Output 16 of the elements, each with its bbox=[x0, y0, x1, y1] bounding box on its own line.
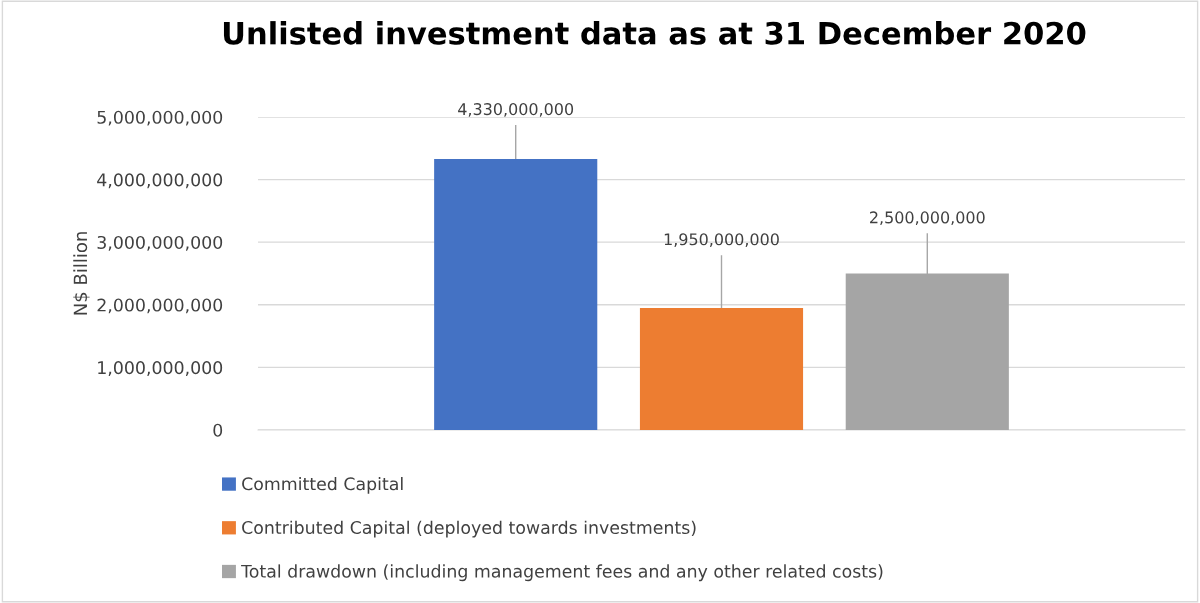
y-tick-label: 3,000,000,000 bbox=[97, 235, 223, 251]
chart-title: Unlisted investment data as at 31 December 2020 bbox=[223, 21, 1086, 45]
legend-label: Contributed Capital (deployed towards investments) bbox=[242, 520, 696, 538]
bar bbox=[434, 158, 598, 430]
y-tick-label: 2,000,000,000 bbox=[97, 298, 223, 314]
y-tick-label: 0 bbox=[213, 423, 223, 437]
data-label: 1,950,000,000 bbox=[664, 233, 779, 247]
data-label: 4,330,000,000 bbox=[458, 103, 574, 117]
y-axis-title: N$ Billion bbox=[73, 232, 90, 315]
y-tick-label: 4,000,000,000 bbox=[97, 173, 223, 189]
legend-label: Total drawdown (including management fees and any other related costs) bbox=[241, 564, 883, 582]
data-label: 2,500,000,000 bbox=[870, 211, 985, 226]
y-tick-label: 1,000,000,000 bbox=[98, 361, 223, 376]
legend-label: Committed Capital bbox=[242, 476, 403, 494]
bar bbox=[639, 307, 804, 430]
y-tick-label: 5,000,000,000 bbox=[97, 110, 223, 126]
